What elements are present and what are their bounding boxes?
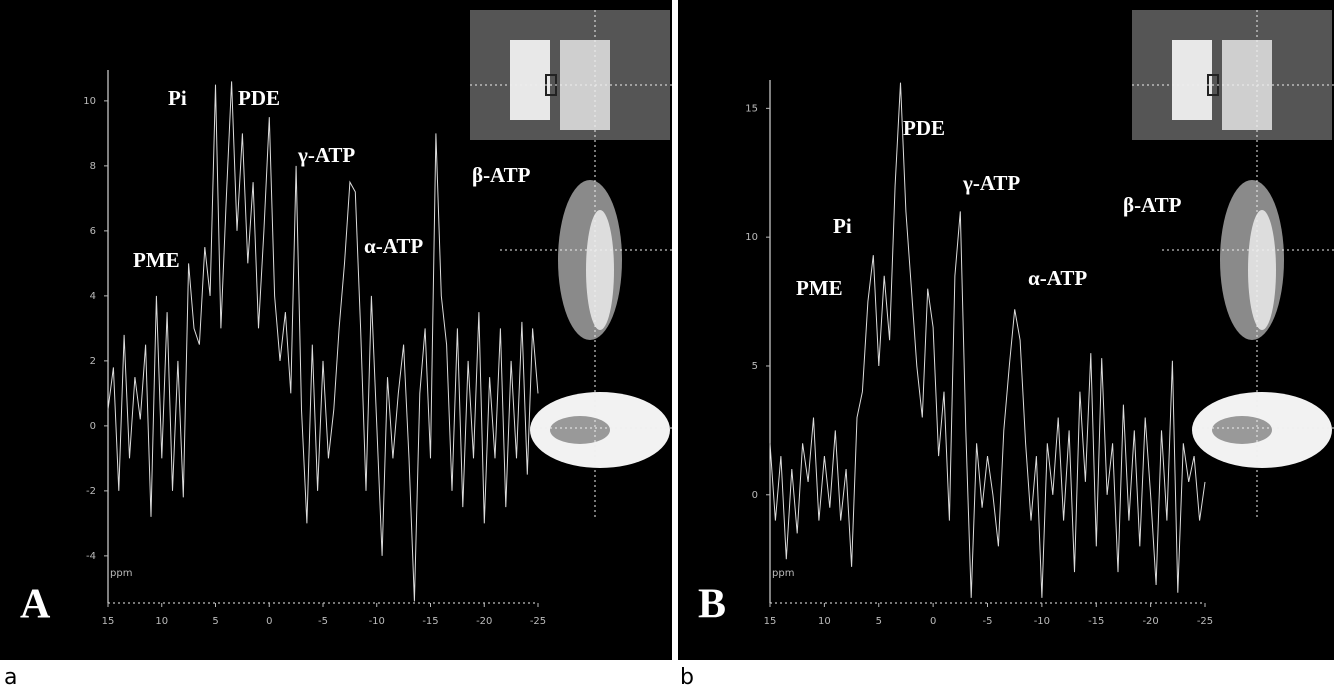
peak-label: γ-ATP	[297, 143, 355, 167]
panel: 15 10 5 0 15 10 5 0 -5 -10 -15 -20 -25 ppm B PME Pi PDE γ-…	[678, 0, 1334, 660]
figure: 10 8 6 4 2 0 -2 -4 15 10 5 0 -5 -10 -15 -20 -25 ppm A PME Pi…	[0, 0, 1334, 690]
caption: b	[680, 665, 694, 690]
y-tick-label: 10	[83, 96, 96, 107]
x-axis-label: ppm	[110, 568, 132, 579]
x-tick-label: -20	[1142, 616, 1158, 627]
x-tick-label: -20	[476, 616, 492, 627]
panel-label: A	[20, 582, 51, 628]
x-tick-label: -10	[1034, 616, 1050, 627]
caption: a	[4, 665, 17, 690]
peak-label: γ-ATP	[962, 171, 1020, 195]
y-tick-label: -4	[86, 551, 96, 562]
x-axis-label: ppm	[772, 568, 794, 579]
panel-label: B	[698, 582, 726, 628]
y-tick-label: 4	[90, 291, 96, 302]
peak-label: α-ATP	[1028, 266, 1087, 290]
x-tick-label: 15	[102, 616, 115, 627]
y-tick-label: 8	[90, 161, 96, 172]
peak-label: Pi	[833, 214, 852, 238]
x-tick-label: 0	[930, 616, 936, 627]
peak-label: α-ATP	[364, 234, 423, 258]
x-tick-label: -25	[530, 616, 546, 627]
y-tick-label: 0	[90, 421, 96, 432]
peak-label: β-ATP	[472, 163, 531, 187]
peak-label: Pi	[168, 86, 187, 110]
y-tick-label: 10	[745, 232, 758, 243]
peak-label: PME	[796, 276, 843, 300]
y-tick-label: 0	[752, 490, 758, 501]
peak-label: β-ATP	[1123, 193, 1182, 217]
peak-label: PDE	[903, 116, 945, 140]
x-tick-label: 10	[155, 616, 168, 627]
y-tick-label: 15	[745, 103, 758, 114]
y-tick-label: 6	[90, 226, 96, 237]
x-tick-label: -15	[422, 616, 438, 627]
x-tick-label: 15	[764, 616, 777, 627]
x-tick-label: 5	[876, 616, 882, 627]
x-tick-label: -5	[983, 616, 993, 627]
peak-label: PME	[133, 248, 180, 272]
x-tick-label: 10	[818, 616, 831, 627]
x-tick-label: 5	[212, 616, 218, 627]
panel: 10 8 6 4 2 0 -2 -4 15 10 5 0 -5 -10 -15 -20 -25 ppm A PME Pi…	[0, 0, 672, 660]
y-tick-label: 5	[752, 361, 758, 372]
x-tick-label: -15	[1088, 616, 1104, 627]
peak-label: PDE	[238, 86, 280, 110]
x-tick-label: -5	[318, 616, 328, 627]
y-tick-label: -2	[86, 486, 96, 497]
y-tick-label: 2	[90, 356, 96, 367]
x-tick-label: -10	[369, 616, 385, 627]
x-tick-label: -25	[1197, 616, 1213, 627]
x-tick-label: 0	[266, 616, 272, 627]
